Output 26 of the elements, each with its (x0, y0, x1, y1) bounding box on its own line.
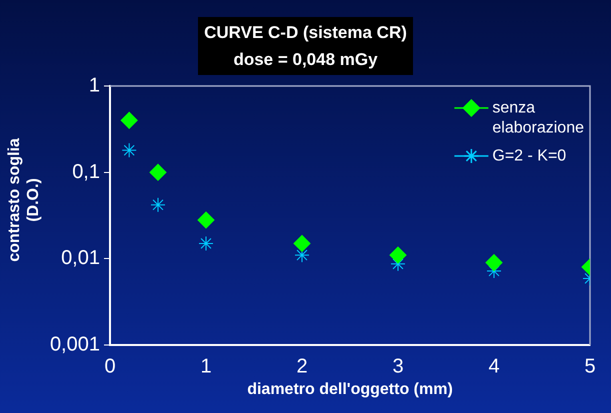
legend-label: G=2 - K=0 (492, 147, 566, 164)
x-tick-label: 1 (200, 356, 212, 378)
x-tick-label: 2 (296, 356, 308, 378)
point (486, 254, 502, 272)
y-tick-label: 0,1 (72, 160, 100, 183)
point (122, 142, 137, 158)
chart-subtitle: dose = 0,048 mGy (232, 49, 379, 71)
x-tick-label: 4 (488, 356, 500, 378)
y-tick-label: 0,001 (50, 334, 100, 356)
x-tick-label: 0 (104, 356, 116, 378)
point (150, 197, 166, 212)
x-tick-label: 3 (392, 356, 404, 378)
point (294, 248, 310, 263)
point (198, 212, 214, 229)
x-tick-label: 5 (584, 356, 596, 378)
legend-label: senza elaborazione (492, 99, 584, 136)
y-tick-label: 1 (88, 74, 100, 97)
y-tick-label: 0,01 (61, 247, 100, 270)
x-axis-title: diametro dell'oggetto (mm) (246, 381, 454, 399)
point (390, 246, 406, 264)
point (150, 164, 166, 181)
chart-title: CURVE C-D (sistema CR) (204, 22, 407, 44)
point (294, 234, 310, 252)
point (198, 236, 214, 251)
y-axis-title: contrasto soglia (D.O.) (5, 138, 43, 262)
point (120, 112, 138, 129)
